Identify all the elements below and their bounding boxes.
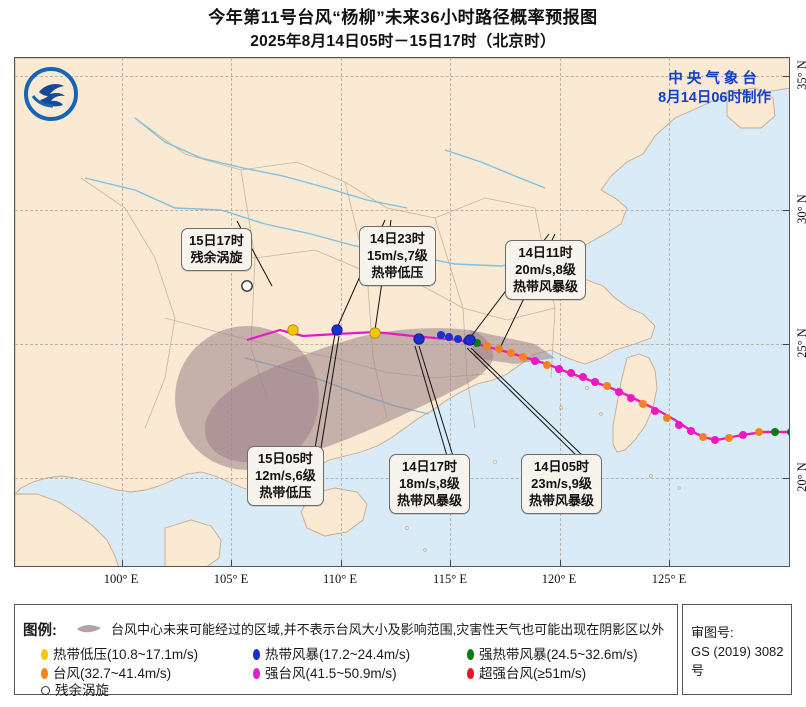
lon-tick-label: 100° E	[103, 572, 139, 586]
legend-open-circle-icon	[41, 686, 50, 695]
callout-category: 热带低压	[259, 485, 312, 500]
track-layer	[236, 219, 789, 457]
callout-14d05h[interactable]: 14日05时 23m/s,9级 热带风暴级	[521, 454, 603, 514]
callout-time: 14日23时	[369, 231, 425, 246]
callout-time: 14日11时	[518, 245, 573, 260]
forecast-point-15d17h	[241, 280, 253, 292]
callout-15d05h[interactable]: 15日05时 12m/s,6级 热带低压	[247, 446, 324, 506]
tick-lat-20	[783, 478, 789, 479]
gridline-lon-105	[231, 58, 232, 566]
agency-name: 中央气象台	[668, 71, 761, 87]
tick-lat-30	[783, 210, 789, 211]
agency-issue-time: 8月14日06时制作	[658, 90, 771, 106]
map-canvas: 中央气象台 8月14日06时制作 15日17时 残余涡旋 14日23时 15m/…	[15, 58, 789, 566]
callout-time: 14日17时	[402, 459, 457, 474]
legend-item-sts: 强热带风暴(24.5~32.6m/s)	[467, 643, 638, 663]
lat-tick-label: 20° N	[795, 462, 806, 492]
callout-time: 14日05时	[534, 459, 589, 474]
callout-wind: 23m/s,9级	[531, 476, 592, 491]
gridline-lon-110	[341, 58, 342, 566]
lat-tick-label: 25° N	[795, 328, 806, 358]
gridline-lon-120	[560, 58, 561, 566]
forecast-point-14d11h	[413, 333, 425, 345]
typhoon-track-map[interactable]: 中央气象台 8月14日06时制作 15日17时 残余涡旋 14日23时 15m/…	[14, 57, 790, 567]
tick-lat-35	[783, 76, 789, 77]
forecast-point-14d17h	[331, 324, 343, 336]
legend-dot-icon	[41, 649, 48, 660]
legend-dot-icon	[467, 649, 474, 660]
tick-lat-25	[783, 344, 789, 345]
callout-time: 15日17时	[189, 233, 244, 248]
title-line-1: 今年第11号台风“杨柳”未来36小时路径概率预报图	[208, 8, 598, 27]
legend-item-ts: 热带风暴(17.2~24.4m/s)	[253, 643, 410, 663]
legend-shade-note: 台风中心未来可能经过的区域,并不表示台风大小及影响范围,灾害性天气也可能出现在阴…	[111, 622, 665, 637]
callout-time: 15日05时	[257, 451, 313, 466]
legend-dot-icon	[253, 668, 260, 679]
forecast-point-14d05h	[464, 334, 476, 346]
tick-lon-100	[122, 560, 123, 566]
tick-lon-110	[341, 560, 342, 566]
callout-category: 热带风暴级	[529, 493, 595, 508]
callout-14d17h[interactable]: 14日17时 18m/s,8级 热带风暴级	[389, 454, 471, 514]
lon-tick-label: 105° E	[213, 572, 249, 586]
callout-wind: 15m/s,7级	[367, 248, 428, 263]
tick-lon-120	[560, 560, 561, 566]
legend-item-td: 热带低压(10.8~17.1m/s)	[41, 643, 198, 663]
callout-14d11h[interactable]: 14日11时 20m/s,8级 热带风暴级	[505, 240, 587, 300]
approval-panel: 审图号: GS (2019) 3082号	[682, 604, 792, 695]
tick-lon-105	[231, 560, 232, 566]
callout-wind: 20m/s,8级	[515, 262, 576, 277]
lon-tick-label: 110° E	[322, 572, 358, 586]
legend-item-residual: 残余涡旋	[41, 679, 109, 699]
callout-category: 热带风暴级	[397, 493, 463, 508]
gridline-lon-115	[450, 58, 451, 566]
lat-tick-label: 30° N	[795, 194, 806, 224]
approval-label: 审图号:	[691, 625, 734, 640]
cma-logo-icon	[24, 67, 78, 121]
forecast-point-15d05h	[287, 324, 299, 336]
lon-tick-label: 120° E	[541, 572, 577, 586]
callout-category: 热带风暴级	[513, 279, 579, 294]
gridline-lat-30	[15, 210, 789, 211]
callout-category: 残余涡旋	[190, 250, 243, 265]
cone-swatch-icon	[77, 625, 101, 633]
lon-tick-label: 125° E	[651, 572, 687, 586]
callout-wind: 18m/s,8级	[399, 476, 460, 491]
forecast-point-14d23h	[369, 327, 381, 339]
gridline-lon-125	[669, 58, 670, 566]
lon-tick-label: 115° E	[432, 572, 468, 586]
callout-wind: 12m/s,6级	[255, 468, 316, 483]
title-line-2: 2025年8月14日05时－15日17时（北京时）	[250, 33, 556, 50]
legend-item-superty: 超强台风(≥51m/s)	[467, 662, 586, 682]
tick-lon-125	[669, 560, 670, 566]
lat-tick-label: 35° N	[795, 60, 806, 90]
legend-panel: 图例: 台风中心未来可能经过的区域,并不表示台风大小及影响范围,灾害性天气也可能…	[14, 604, 678, 698]
gridline-lon-100	[122, 58, 123, 566]
approval-number: GS (2019) 3082号	[691, 644, 784, 678]
legend-dot-icon	[41, 668, 48, 679]
tick-lon-115	[450, 560, 451, 566]
legend-dot-icon	[467, 668, 474, 679]
agency-stamp: 中央气象台 8月14日06时制作	[658, 70, 771, 108]
page-title: 今年第11号台风“杨柳”未来36小时路径概率预报图 2025年8月14日05时－…	[0, 6, 806, 53]
callout-category: 热带低压	[371, 265, 424, 280]
legend-item-ty: 台风(32.7~41.4m/s)	[41, 662, 171, 682]
legend-dot-icon	[253, 649, 260, 660]
callout-14d23h[interactable]: 14日23时 15m/s,7级 热带低压	[359, 226, 436, 286]
gridline-lat-35	[15, 76, 789, 77]
callout-15d17h[interactable]: 15日17时 残余涡旋	[181, 228, 252, 271]
legend-item-sty: 强台风(41.5~50.9m/s)	[253, 662, 397, 682]
legend-title: 图例:	[23, 623, 57, 639]
